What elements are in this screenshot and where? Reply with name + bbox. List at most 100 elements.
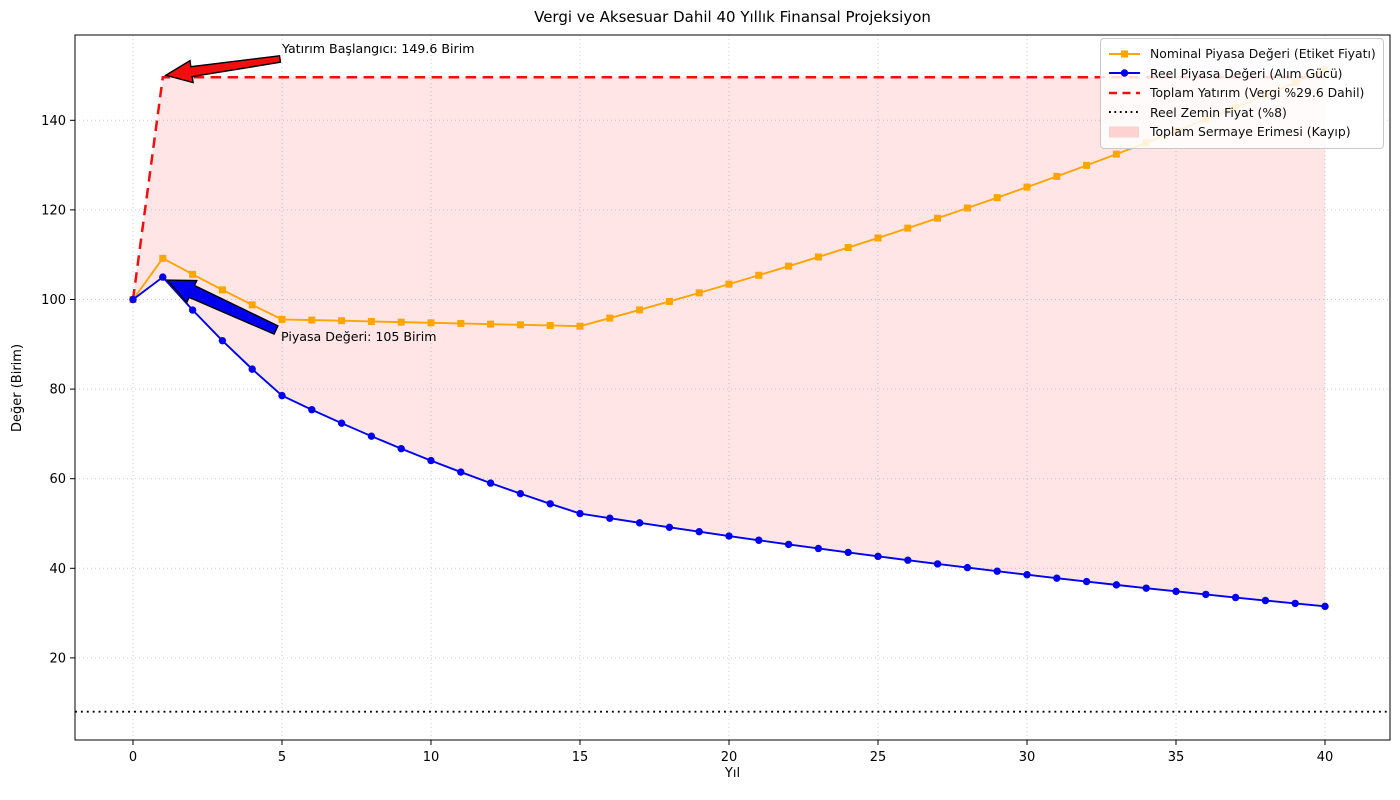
reel-marker (784, 540, 793, 549)
reel-marker (367, 432, 376, 440)
reel-marker (1231, 593, 1240, 602)
reel-marker (308, 406, 316, 414)
reel-series (129, 273, 1329, 611)
legend-sample-line-circle-icon (1109, 69, 1140, 77)
legend-sample-shape (1109, 126, 1139, 138)
legend-item-floor: Reel Zemin Fiyat (%8) (1108, 103, 1375, 123)
reel-marker (1053, 574, 1061, 582)
nominal-marker (606, 314, 614, 322)
x-axis-label: Yıl (724, 766, 741, 781)
reel-marker (1142, 584, 1150, 592)
reel-marker (665, 523, 674, 532)
legend-sample-dotted-line-icon (1109, 111, 1140, 114)
nominal-marker (1053, 172, 1061, 180)
nominal-marker (636, 306, 644, 314)
legend-label: Reel Zemin Fiyat (%8) (1150, 104, 1287, 120)
nominal-marker (904, 224, 912, 232)
nominal-marker (159, 254, 167, 262)
y-tick-label: 120 (41, 203, 66, 218)
nominal-marker (814, 253, 822, 261)
investment-annotation-arrow (164, 55, 282, 84)
reel-marker (516, 489, 525, 498)
reel-marker (725, 532, 733, 540)
nominal-marker (367, 317, 375, 325)
reel-marker (397, 444, 405, 453)
reel-marker (1202, 590, 1210, 599)
reel-marker (1112, 581, 1121, 589)
x-tick-label: 20 (721, 750, 738, 765)
reel-marker (606, 514, 614, 522)
reel-marker (337, 419, 346, 427)
reel-marker (874, 552, 882, 561)
legend-label: Nominal Piyasa Değeri (Etiket Fiyatı) (1150, 46, 1376, 62)
legend-label: Reel Piyasa Değeri (Alım Gücü) (1150, 65, 1343, 81)
legend-sample-dashed-line-icon (1109, 91, 1140, 95)
nominal-series (129, 66, 1329, 330)
legend-label: Toplam Yatırım (Vergi %29.6 Dahil) (1150, 85, 1365, 101)
nominal-marker (1083, 161, 1091, 169)
x-tick-label: 10 (423, 750, 440, 765)
nominal-marker (1112, 150, 1120, 158)
reel-marker (695, 527, 703, 536)
nominal-marker (189, 270, 197, 278)
nominal-marker (397, 318, 405, 326)
nominal-marker (427, 319, 435, 327)
reel-marker (278, 391, 286, 400)
x-tick-label: 25 (870, 750, 887, 765)
legend-sample-shape (1120, 69, 1129, 77)
legend-item-nominal: Nominal Piyasa Değeri (Etiket Fiyatı) (1108, 44, 1376, 64)
y-tick-label: 80 (49, 383, 66, 398)
nominal-marker (576, 322, 584, 330)
gridlines (75, 35, 1390, 740)
investment-line (131, 76, 1325, 300)
reel-marker (1023, 571, 1031, 579)
x-tick-label: 0 (129, 750, 137, 765)
chart-title: Vergi ve Aksesuar Dahil 40 Yıllık Finans… (534, 8, 931, 26)
reel-marker (159, 273, 167, 281)
reel-marker (248, 365, 256, 373)
reel-marker (904, 556, 912, 564)
nominal-marker (546, 321, 554, 329)
legend-item-loss: Toplam Sermaye Erimesi (Kayıp) (1108, 122, 1375, 142)
axis-ticks: 0 5 10 15 20 25 30 35 40 20 40 60 80 100 120 140 (41, 114, 1333, 765)
nominal-marker (218, 286, 226, 294)
legend-item-reel: Reel Piyasa Değeri (Alım Gücü) (1108, 64, 1375, 84)
axes-spines (74, 34, 1391, 741)
reel-marker (1321, 602, 1329, 611)
nominal-marker (993, 194, 1001, 202)
reel-marker (933, 560, 942, 568)
y-tick-label: 20 (49, 651, 66, 666)
reel-marker (814, 544, 823, 553)
x-tick-label: 35 (1168, 750, 1185, 765)
legend-sample-shape (1121, 50, 1128, 58)
reel-marker (546, 500, 554, 508)
nominal-marker (1023, 183, 1031, 191)
nominal-marker (487, 320, 495, 328)
nominal-marker (457, 319, 465, 327)
reel-marker (188, 306, 197, 314)
reel-marker (1291, 599, 1299, 608)
reel-marker (576, 509, 584, 518)
annotation-market-value: Piyasa Değeri: 105 Birim (281, 329, 437, 344)
reel-marker (1082, 577, 1091, 586)
reel-marker (1261, 596, 1270, 605)
legend-sample-patch-icon (1109, 126, 1139, 138)
reel-marker (129, 295, 137, 304)
y-tick-label: 40 (49, 562, 66, 577)
annotation-investment-start: Yatırım Başlangıcı: 149.6 Birim (282, 41, 475, 56)
y-axis-label: Değer (Birim) (10, 343, 25, 433)
x-tick-label: 30 (1019, 750, 1036, 765)
reel-marker (457, 468, 465, 476)
reel-marker (993, 567, 1001, 575)
nominal-marker (338, 317, 346, 325)
nominal-marker (874, 234, 882, 242)
nominal-marker (308, 316, 316, 324)
reel-marker (218, 336, 227, 345)
reel-marker (963, 563, 972, 572)
nominal-marker (665, 297, 673, 305)
reel-marker (635, 519, 644, 527)
nominal-marker (844, 244, 852, 252)
legend-item-investment: Toplam Yatırım (Vergi %29.6 Dahil) (1108, 83, 1375, 103)
